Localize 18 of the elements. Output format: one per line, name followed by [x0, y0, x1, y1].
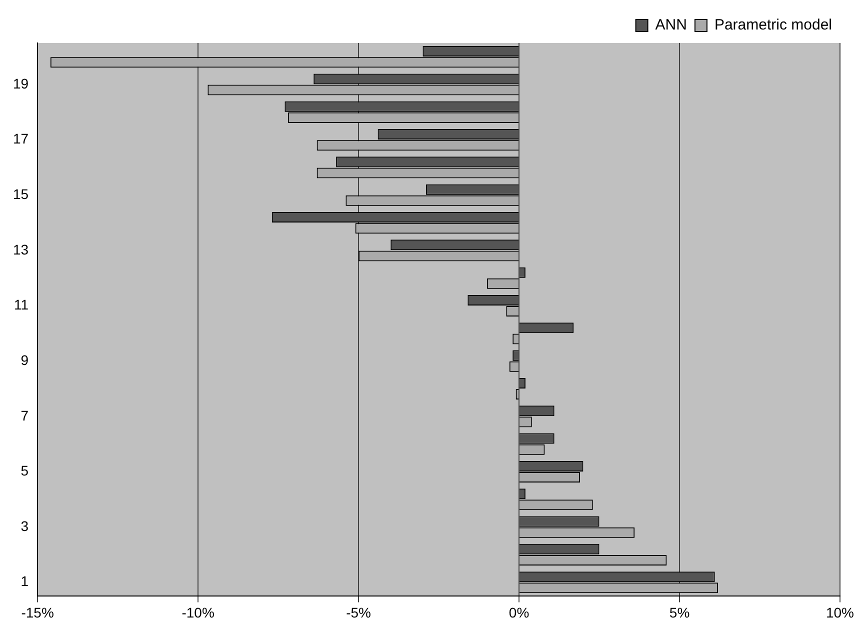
y-tick-label: 13: [12, 241, 29, 258]
x-tick-label: 0%: [508, 604, 530, 620]
y-tick-label: 19: [12, 75, 29, 92]
x-tick-label: -5%: [346, 604, 371, 620]
y-tick-label: 7: [20, 407, 29, 424]
y-tick-label: 9: [20, 352, 29, 368]
y-tick-label: 11: [14, 296, 29, 313]
y-tick-label: 15: [12, 186, 29, 202]
x-tick-label: 10%: [826, 604, 854, 620]
x-tick-label: 5%: [669, 604, 690, 620]
legend-label: Parametric model: [714, 16, 832, 34]
x-tick-label: -15%: [21, 604, 54, 620]
legend-label: ANN: [655, 16, 687, 34]
y-tick-label: 5: [20, 462, 29, 479]
y-tick-label: 17: [12, 130, 29, 147]
y-tick-label: 1: [20, 573, 29, 590]
y-tick-label: 3: [20, 518, 29, 534]
x-tick-label: -10%: [182, 604, 214, 620]
